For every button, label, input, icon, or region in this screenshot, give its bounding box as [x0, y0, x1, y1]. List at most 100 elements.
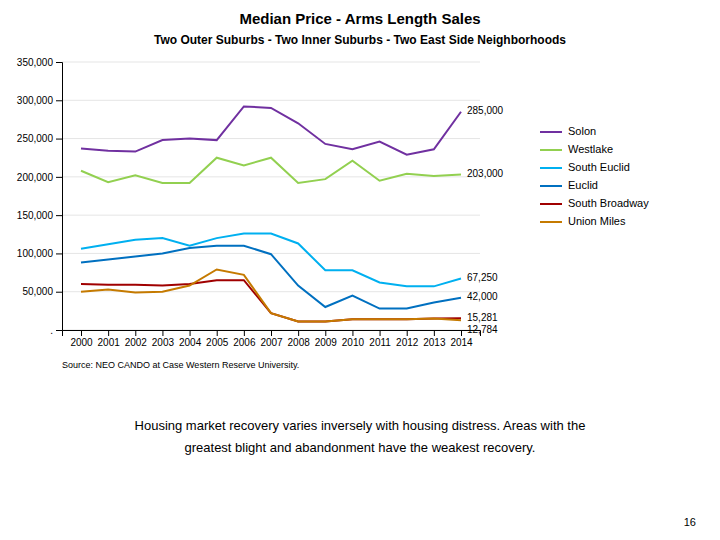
- tick: 2002: [125, 330, 148, 348]
- caption: greatest blight and abandonment have the…: [185, 440, 536, 455]
- tick-mark: [56, 62, 62, 63]
- tick: 2012: [396, 330, 419, 348]
- tick-label: 2008: [288, 337, 311, 348]
- x-axis: 2000200120022003200420052006200720082009…: [63, 330, 481, 348]
- tick-mark: [325, 330, 326, 336]
- legend-item: Solon: [540, 125, 596, 137]
- lines: [81, 106, 461, 321]
- titles: Median Price - Arms Length Sales Two Oute…: [154, 10, 566, 47]
- y-axis: . 50,000 100,000 150,000 200,000 250,000 300,0…: [17, 57, 63, 336]
- tick-mark: [56, 215, 62, 216]
- tick-label: 2002: [125, 337, 148, 348]
- tick-label: 2009: [315, 337, 338, 348]
- plot: . 50,000 100,000 150,000 200,000 250,000 300,0…: [17, 57, 504, 348]
- end-label: 15,281: [467, 312, 498, 323]
- tick-mark: [217, 330, 218, 336]
- tick-label: 2010: [342, 337, 365, 348]
- tick: 50,000: [22, 286, 62, 297]
- tick-label: 300,000: [17, 95, 54, 106]
- tick-label: 350,000: [17, 57, 54, 68]
- tick: 2011: [369, 330, 391, 348]
- tick-mark: [407, 330, 408, 336]
- end-label: 285,000: [467, 105, 504, 116]
- line: [81, 106, 461, 154]
- source: Source: NEO CANDO at Case Western Reserv…: [62, 360, 299, 370]
- grid: [62, 62, 480, 330]
- tick-label: 2011: [369, 337, 391, 348]
- tick-label: 100,000: [17, 248, 54, 259]
- tick: 350,000: [17, 57, 62, 68]
- tick-label: 2013: [423, 337, 446, 348]
- grid-line: [62, 215, 480, 216]
- tick: 250,000: [17, 133, 62, 144]
- legend-swatch: [540, 131, 562, 133]
- legend-swatch: [540, 185, 562, 187]
- end-label: 67,250: [467, 272, 498, 283]
- tick-mark: [352, 330, 353, 336]
- tick-mark: [271, 330, 272, 336]
- annotations: 285,000203,00067,25042,00015,28112,784: [467, 105, 504, 335]
- tick-label: 2005: [206, 337, 229, 348]
- grid-line: [62, 138, 480, 139]
- legend-label: South Euclid: [568, 161, 630, 173]
- legend-label: Union Miles: [568, 215, 626, 227]
- legend-swatch: [540, 167, 562, 169]
- tick: 300,000: [17, 95, 62, 106]
- legend: Solon Westlake South Euclid Euclid South Bro…: [540, 125, 649, 227]
- tick-label: 250,000: [17, 133, 54, 144]
- grid-line: [62, 62, 480, 63]
- tick: 2009: [315, 330, 338, 348]
- tick: 2013: [423, 330, 446, 348]
- title: Median Price - Arms Length Sales: [239, 10, 480, 27]
- tick-label: 2001: [98, 337, 121, 348]
- legend-item: South Broadway: [540, 197, 649, 209]
- page-number: 16: [684, 516, 696, 528]
- line: [81, 280, 461, 321]
- tick-mark: [380, 330, 381, 336]
- tick: 2008: [288, 330, 311, 348]
- tick-label: 2007: [260, 337, 283, 348]
- legend-swatch: [540, 203, 562, 205]
- tick: 200,000: [17, 172, 62, 183]
- tick-mark: [56, 330, 62, 331]
- tick: 2003: [152, 330, 175, 348]
- line: [81, 246, 461, 309]
- legend-swatch: [540, 149, 562, 151]
- line: [81, 270, 461, 322]
- tick-mark: [108, 330, 109, 336]
- tick: 100,000: [17, 248, 62, 259]
- tick-label: 200,000: [17, 172, 54, 183]
- tick-mark: [56, 292, 62, 293]
- tick-label: 2014: [450, 337, 473, 348]
- tick-label: 2006: [233, 337, 256, 348]
- legend-label: Euclid: [568, 179, 598, 191]
- axis-line: [63, 331, 481, 337]
- tick-mark: [56, 100, 62, 101]
- tick: 2010: [342, 330, 365, 348]
- tick-mark: [56, 139, 62, 140]
- axis-line: [56, 63, 63, 331]
- tick: 150,000: [17, 210, 62, 221]
- legend-label: Solon: [568, 125, 596, 137]
- tick-mark: [56, 253, 62, 254]
- tick-label: 2012: [396, 337, 419, 348]
- tick: 2007: [260, 330, 283, 348]
- tick: 2006: [233, 330, 256, 348]
- legend-item: South Euclid: [540, 161, 630, 173]
- tick-mark: [56, 177, 62, 178]
- tick: 2004: [179, 330, 202, 348]
- tick-label: 50,000: [22, 286, 53, 297]
- grid-line: [62, 100, 480, 101]
- tick-label: 2004: [179, 337, 202, 348]
- legend-item: Westlake: [540, 143, 613, 155]
- end-label: 203,000: [467, 168, 504, 179]
- tick-label: 2003: [152, 337, 175, 348]
- tick: 2001: [98, 330, 121, 348]
- legend-label: Westlake: [568, 143, 613, 155]
- tick-label: .: [50, 325, 53, 336]
- caption: Housing market recovery varies inversely…: [135, 418, 586, 433]
- tick-mark: [434, 330, 435, 336]
- subtitle: Two Outer Suburbs - Two Inner Suburbs - …: [154, 33, 566, 47]
- tick-mark: [298, 330, 299, 336]
- legend-item: Union Miles: [540, 215, 626, 227]
